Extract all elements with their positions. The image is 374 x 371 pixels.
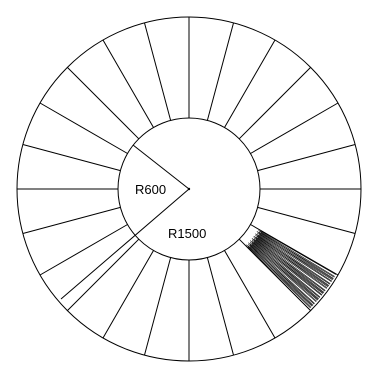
- radius-indicator-lines: [60, 144, 191, 300]
- spoke-line: [257, 206, 356, 235]
- spoke-line: [224, 39, 276, 128]
- spoke-line: [67, 238, 140, 311]
- spoke-line: [224, 250, 276, 339]
- hatched-segment: [246, 228, 337, 310]
- spoke-line: [257, 143, 356, 172]
- hatch-line: [253, 235, 327, 289]
- spoke-line: [143, 22, 172, 121]
- outer-radius-line: [60, 188, 190, 300]
- hatch-line: [256, 231, 334, 280]
- outer-radius-label: R1500: [168, 226, 206, 241]
- spoke-line: [206, 257, 235, 356]
- hatch-line: [258, 228, 337, 275]
- spoke-line: [102, 250, 154, 339]
- hatch-line: [251, 242, 319, 300]
- hatch-line: [257, 234, 331, 284]
- hatch-line: [258, 230, 335, 277]
- hatch-line: [258, 231, 335, 278]
- hatch-line: [246, 244, 313, 307]
- hatch-line: [253, 238, 324, 294]
- spoke-line: [206, 22, 235, 121]
- hatch-line: [255, 238, 326, 291]
- spoke-line: [39, 224, 128, 276]
- hatch-line: [257, 235, 330, 285]
- hatch-line: [255, 239, 326, 292]
- hatch-line: [253, 241, 321, 298]
- spoke-line: [67, 67, 140, 140]
- hatch-line: [249, 246, 313, 306]
- hatch-line: [248, 243, 315, 305]
- hatch-line: [255, 235, 329, 287]
- hatch-line: [255, 236, 329, 288]
- hatch-line: [260, 230, 337, 275]
- hatch-line: [248, 242, 315, 304]
- inner-radius-label: R600: [135, 182, 166, 197]
- hatch-line: [259, 234, 332, 283]
- hatch-line: [249, 243, 317, 303]
- hatch-line: [246, 246, 310, 310]
- hatch-line: [249, 240, 320, 298]
- inner-radius-line: [132, 144, 190, 190]
- hatch-line: [253, 240, 324, 294]
- center-point: [187, 187, 191, 191]
- hatch-line: [247, 247, 311, 309]
- spoke-line: [22, 143, 121, 172]
- hatch-line: [251, 239, 322, 296]
- spoke-line: [250, 102, 339, 154]
- hatch-line: [251, 244, 318, 301]
- spoke-line: [22, 206, 121, 235]
- spoke-line: [238, 67, 311, 140]
- spoke-line: [143, 257, 172, 356]
- spoke-line: [39, 102, 128, 154]
- spoke-line: [102, 39, 154, 128]
- hatch-line: [256, 232, 333, 281]
